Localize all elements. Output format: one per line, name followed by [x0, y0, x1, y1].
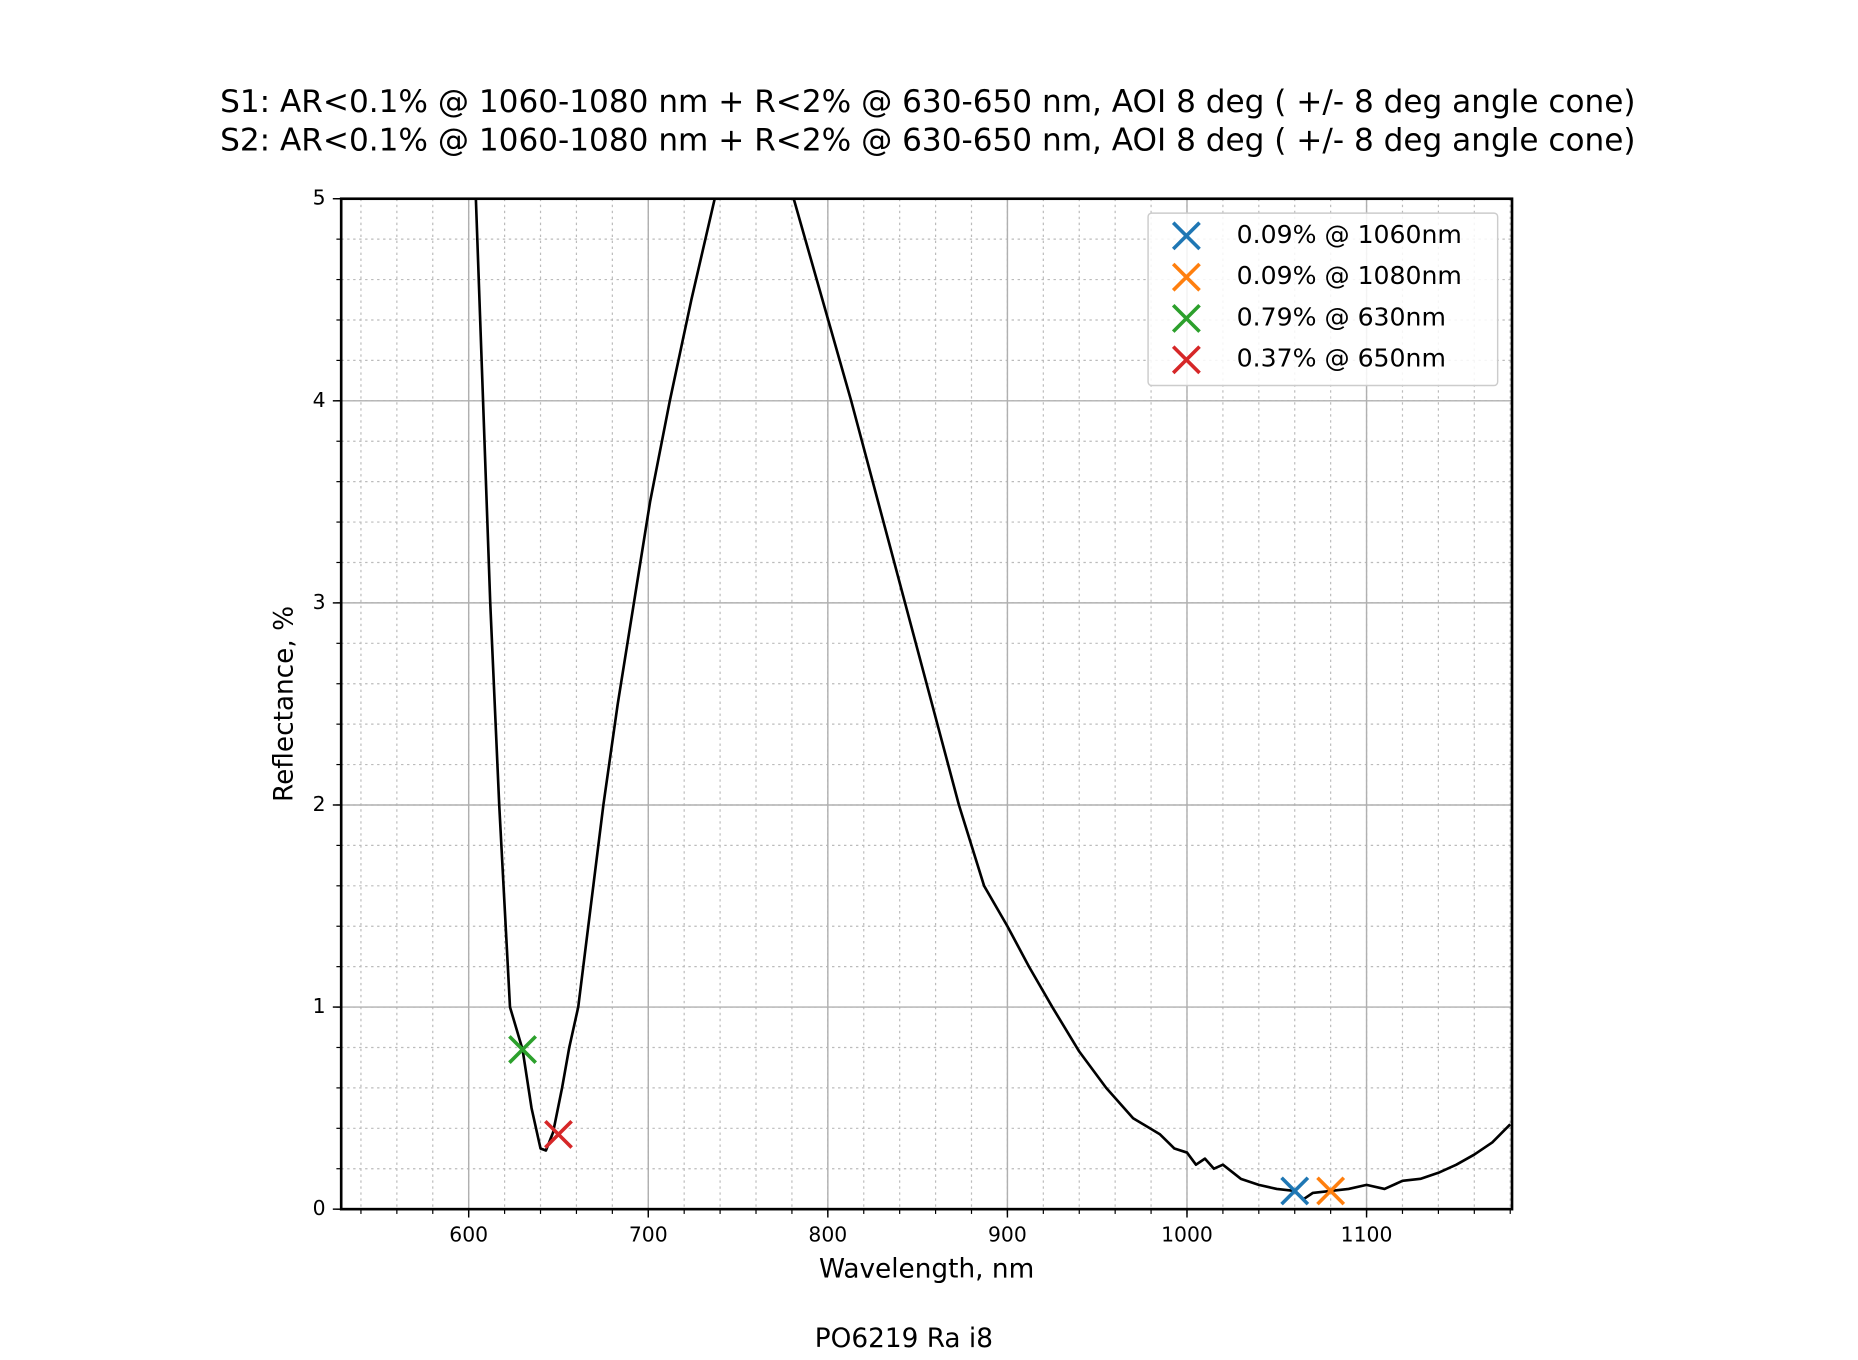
x-tick-label: 1100	[1341, 1222, 1393, 1246]
legend-marker	[1171, 345, 1201, 375]
y-axis-label: Reflectance, %	[269, 606, 299, 802]
x-tick-label: 900	[988, 1222, 1027, 1246]
legend-marker	[1171, 221, 1201, 251]
y-tick-label: 0	[313, 1196, 326, 1220]
legend-label: 0.09% @ 1060nm	[1237, 220, 1462, 249]
legend-marker	[1171, 262, 1201, 292]
plot-frame	[339, 197, 1514, 1211]
legend-box	[1147, 212, 1499, 387]
y-tick-label: 1	[313, 994, 326, 1018]
footer: PO6219 Ra i8	[815, 1324, 993, 1354]
x-tick-label: 700	[629, 1222, 668, 1246]
y-tick-label: 3	[313, 590, 326, 614]
y-tick-label: 2	[313, 792, 326, 816]
marker	[508, 1035, 538, 1064]
legend-marker	[1171, 304, 1201, 333]
chart-title: S2: AR<0.1% @ 1060-1080 nm + R<2% @ 630-…	[220, 122, 1635, 158]
legend-label: 0.79% @ 630nm	[1237, 302, 1446, 331]
y-tick-label: 4	[313, 388, 326, 412]
y-tick-label: 5	[313, 186, 326, 210]
x-tick-label: 600	[449, 1222, 488, 1246]
legend-label: 0.37% @ 650nm	[1237, 344, 1446, 373]
marker	[1280, 1176, 1310, 1206]
chart-title: S1: AR<0.1% @ 1060-1080 nm + R<2% @ 630-…	[220, 84, 1635, 120]
x-tick-label: 800	[808, 1222, 847, 1246]
x-axis-label: Wavelength, nm	[819, 1255, 1034, 1285]
reflectance-line	[474, 198, 1512, 1201]
legend-label: 0.09% @ 1080nm	[1237, 261, 1462, 290]
plot-area	[474, 198, 1512, 1206]
marker	[544, 1119, 573, 1149]
marker	[1316, 1176, 1346, 1206]
x-tick-label: 1000	[1161, 1222, 1213, 1246]
